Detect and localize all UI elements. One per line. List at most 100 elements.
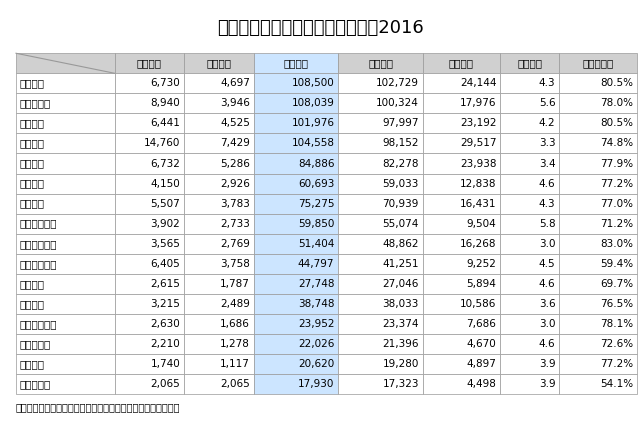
Bar [339, 113, 423, 133]
Bar [16, 314, 115, 334]
Text: 104,558: 104,558 [291, 138, 335, 149]
Bar [339, 173, 423, 193]
Bar [184, 213, 253, 234]
Text: 3.9: 3.9 [539, 359, 556, 369]
Bar [184, 113, 253, 133]
Text: 3,565: 3,565 [150, 239, 180, 249]
Text: 5,894: 5,894 [467, 279, 497, 289]
Text: 74.8%: 74.8% [600, 138, 633, 149]
Text: 東京理科大学: 東京理科大学 [19, 239, 57, 249]
Bar [423, 274, 500, 294]
Bar [253, 294, 339, 314]
Bar [500, 173, 559, 193]
Bar [423, 354, 500, 374]
Bar [253, 314, 339, 334]
Bar [115, 234, 184, 254]
Bar [115, 294, 184, 314]
Bar [184, 133, 253, 153]
Bar [115, 173, 184, 193]
Bar [559, 374, 637, 394]
Text: 83.0%: 83.0% [600, 239, 633, 249]
Text: 98,152: 98,152 [383, 138, 419, 149]
Text: 100,324: 100,324 [376, 98, 419, 108]
Text: 82,278: 82,278 [383, 158, 419, 169]
Bar [115, 213, 184, 234]
Text: 成蹊大学: 成蹊大学 [19, 359, 44, 369]
Text: 早稲田大学: 早稲田大学 [19, 98, 51, 108]
Bar [253, 113, 339, 133]
Text: 22,026: 22,026 [298, 339, 335, 349]
Text: 慶應義塾大学: 慶應義塾大学 [19, 259, 57, 269]
Bar [423, 73, 500, 93]
Bar [253, 274, 339, 294]
Bar [423, 193, 500, 213]
Bar [339, 53, 423, 73]
Text: 60,693: 60,693 [298, 178, 335, 189]
Text: 27,748: 27,748 [298, 279, 335, 289]
Bar [500, 334, 559, 354]
Bar [253, 153, 339, 173]
Text: 54.1%: 54.1% [600, 379, 633, 389]
Bar [115, 274, 184, 294]
Text: 中央大学: 中央大学 [19, 199, 44, 209]
Text: 3.6: 3.6 [539, 299, 556, 309]
Bar [115, 374, 184, 394]
Bar [559, 294, 637, 314]
Text: 4,498: 4,498 [467, 379, 497, 389]
Bar [339, 234, 423, 254]
Text: 明治大学: 明治大学 [19, 78, 44, 88]
Bar [500, 354, 559, 374]
Text: 27,046: 27,046 [383, 279, 419, 289]
Bar [339, 374, 423, 394]
Text: 69.7%: 69.7% [600, 279, 633, 289]
Bar [423, 113, 500, 133]
Text: 59.4%: 59.4% [600, 259, 633, 269]
Bar [115, 93, 184, 113]
Bar [16, 93, 115, 113]
Text: 80.5%: 80.5% [600, 78, 633, 88]
Text: 23,952: 23,952 [298, 319, 335, 329]
Bar [500, 234, 559, 254]
Bar [16, 73, 115, 93]
Bar [339, 213, 423, 234]
Bar [339, 354, 423, 374]
Bar [500, 294, 559, 314]
Text: 3.4: 3.4 [539, 158, 556, 169]
Text: 108,039: 108,039 [292, 98, 335, 108]
Text: 東洋大学: 東洋大学 [19, 158, 44, 169]
Bar [559, 334, 637, 354]
Text: 6,441: 6,441 [150, 118, 180, 128]
Bar [500, 113, 559, 133]
Bar [115, 133, 184, 153]
Text: 76.5%: 76.5% [600, 299, 633, 309]
Bar [423, 334, 500, 354]
Text: 3.0: 3.0 [539, 319, 556, 329]
Text: 3,758: 3,758 [220, 259, 250, 269]
Text: 97,997: 97,997 [383, 118, 419, 128]
Bar [500, 93, 559, 113]
Text: 20,620: 20,620 [298, 359, 335, 369]
Bar [559, 73, 637, 93]
Bar [115, 193, 184, 213]
Bar [253, 354, 339, 374]
Bar [253, 73, 339, 93]
Text: 6,405: 6,405 [150, 259, 180, 269]
Bar [184, 53, 253, 73]
Bar [16, 213, 115, 234]
Text: 2,615: 2,615 [150, 279, 180, 289]
Bar [559, 53, 637, 73]
Bar [16, 374, 115, 394]
Text: 2,489: 2,489 [220, 299, 250, 309]
Text: 16,268: 16,268 [460, 239, 497, 249]
Text: 72.6%: 72.6% [600, 339, 633, 349]
Text: 4,525: 4,525 [220, 118, 250, 128]
Text: 5,286: 5,286 [220, 158, 250, 169]
Bar [184, 73, 253, 93]
Text: 101,976: 101,976 [291, 118, 335, 128]
Text: 59,850: 59,850 [298, 219, 335, 229]
Text: 59,033: 59,033 [383, 178, 419, 189]
Bar [253, 93, 339, 113]
Bar [253, 213, 339, 234]
Bar [184, 314, 253, 334]
Bar [16, 334, 115, 354]
